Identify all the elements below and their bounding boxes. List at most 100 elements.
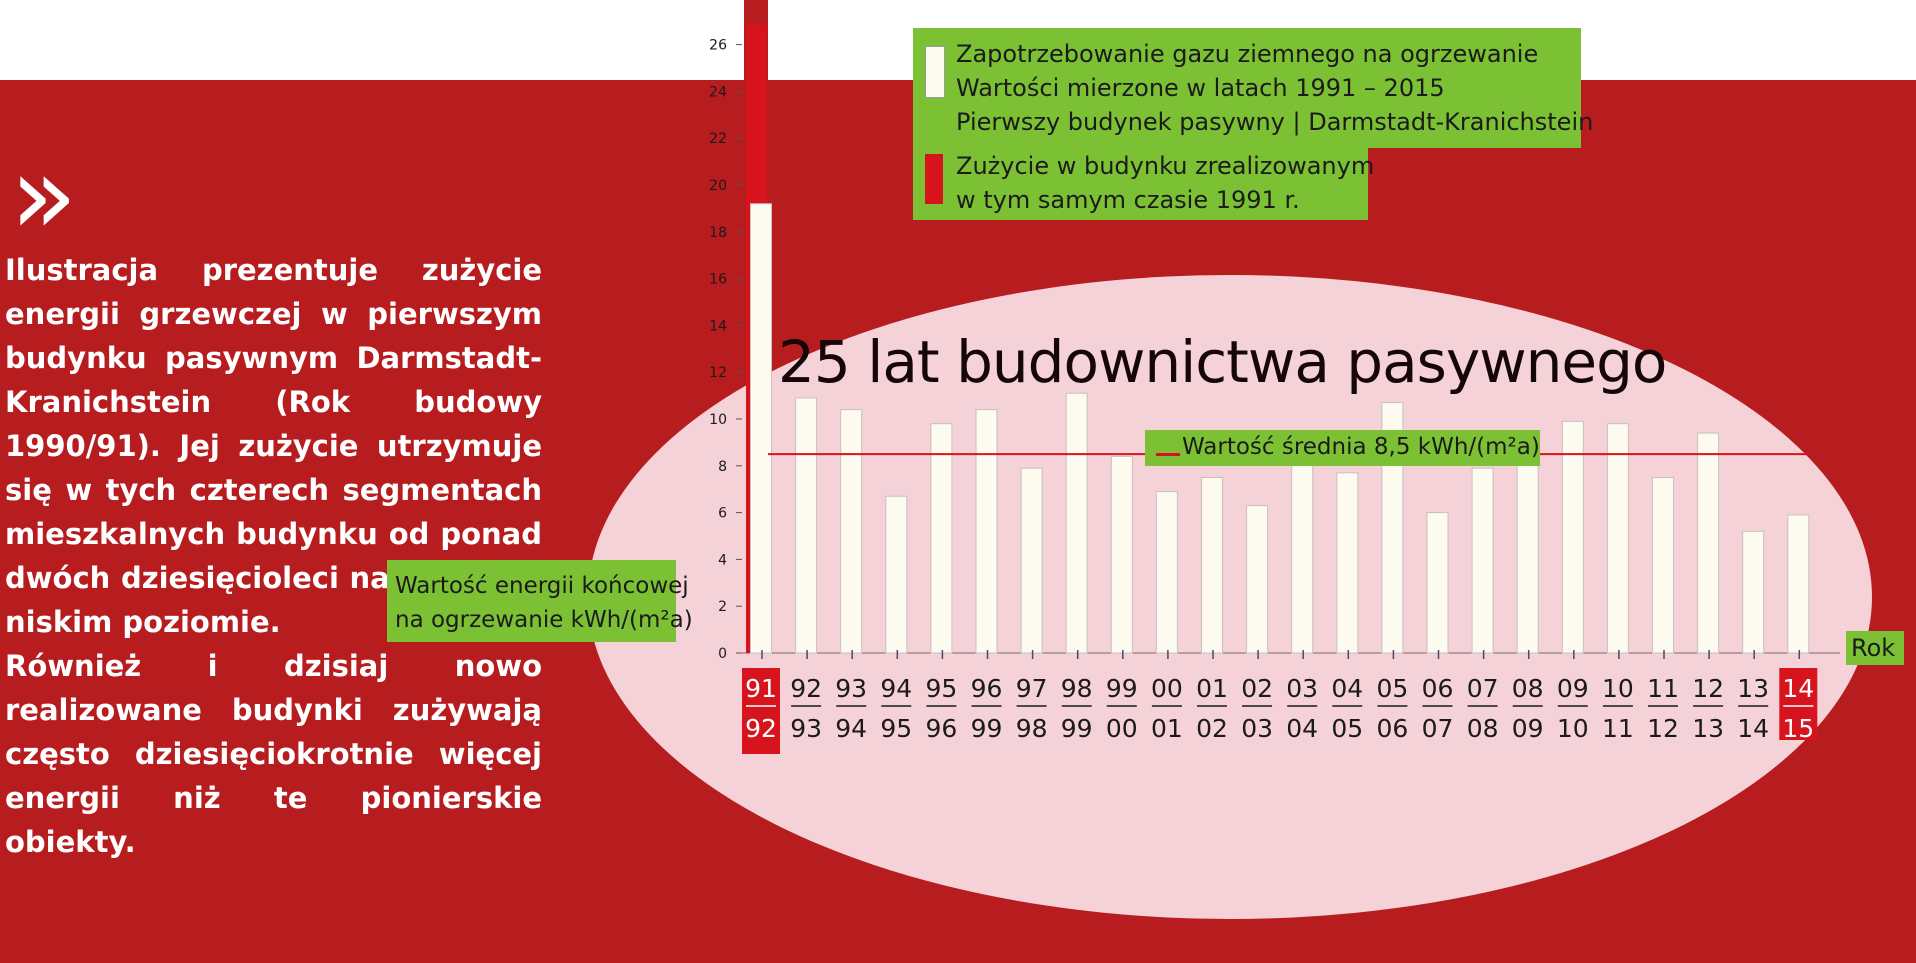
intro-paragraph: Ilustracja prezentuje zużycie energii gr… xyxy=(5,253,542,639)
bar xyxy=(1155,491,1178,654)
legend-red-line-1: Zużycie w budynku zrealizowanym xyxy=(956,152,1375,180)
x-label-top: 03 xyxy=(1286,674,1318,703)
y-axis-title-line-2: na ogrzewanie kWh/(m²a) xyxy=(395,607,693,633)
bar xyxy=(840,409,863,654)
legend-line-1: Zapotrzebowanie gazu ziemnego na ogrzewa… xyxy=(956,40,1539,68)
x-label-top: 07 xyxy=(1467,674,1499,703)
x-label-bottom: 11 xyxy=(1602,714,1634,743)
x-label-top: 11 xyxy=(1647,674,1679,703)
bar xyxy=(1787,514,1810,654)
second-paragraph: Również i dzisiaj nowo realizowane budyn… xyxy=(5,649,542,859)
x-label-top: 14 xyxy=(1782,674,1814,703)
y-tick-label: 24 xyxy=(709,84,727,100)
x-label-bottom: 02 xyxy=(1196,714,1228,743)
x-label-bottom: 98 xyxy=(1016,714,1048,743)
y-tick-label: 10 xyxy=(709,412,727,428)
legend-line-3: Pierwszy budynek pasywny | Darmstadt-Kra… xyxy=(956,108,1594,136)
y-tick-label: 18 xyxy=(709,225,727,241)
bar xyxy=(1426,512,1449,654)
x-label-bottom: 99 xyxy=(971,714,1003,743)
x-label-top: 06 xyxy=(1422,674,1454,703)
average-label-text: Wartość średnia 8,5 kWh/(m²a) xyxy=(1182,434,1540,460)
x-label-top: 99 xyxy=(1106,674,1138,703)
bar xyxy=(750,203,772,654)
bar xyxy=(1020,467,1043,654)
bar xyxy=(1065,392,1088,654)
x-label-bottom: 06 xyxy=(1376,714,1408,743)
x-label-bottom: 01 xyxy=(1151,714,1183,743)
y-tick-label: 22 xyxy=(709,131,727,147)
bar xyxy=(1742,530,1765,654)
x-label-top: 02 xyxy=(1241,674,1273,703)
bar xyxy=(1246,505,1269,654)
bar xyxy=(1471,467,1494,654)
bars-group xyxy=(746,24,1810,654)
legend-conventional: Zużycie w budynku zrealizowanym w tym sa… xyxy=(913,148,1374,220)
x-label-top: 10 xyxy=(1602,674,1634,703)
x-label-bottom: 94 xyxy=(835,714,867,743)
bar xyxy=(795,397,818,654)
x-label-top: 13 xyxy=(1737,674,1769,703)
bar xyxy=(975,409,998,654)
x-label-highlight xyxy=(1779,668,1818,740)
y-tick-label: 4 xyxy=(718,552,727,568)
x-label-top: 08 xyxy=(1512,674,1544,703)
x-label-top: 91 xyxy=(745,674,777,703)
x-axis-title-text: Rok xyxy=(1851,634,1896,662)
bar xyxy=(1110,455,1133,654)
x-label-top: 09 xyxy=(1557,674,1589,703)
bar xyxy=(1652,477,1674,654)
x-labels-group: 91 92 92 93 93 94 94 95 95 96 96 99 97 98 98 99 99 00 00 01… xyxy=(742,650,1818,754)
x-label-bottom: 14 xyxy=(1737,714,1769,743)
y-tick-label: 6 xyxy=(718,506,727,522)
x-label-top: 00 xyxy=(1151,674,1183,703)
x-label-bottom: 00 xyxy=(1106,714,1138,743)
x-label-top: 12 xyxy=(1692,674,1724,703)
y-tick-label: 0 xyxy=(718,646,727,662)
x-label-top: 95 xyxy=(925,674,957,703)
bar xyxy=(1516,432,1539,654)
x-label-top: 93 xyxy=(835,674,867,703)
legend-swatch-red xyxy=(925,154,943,204)
x-label-bottom: 13 xyxy=(1692,714,1724,743)
x-label-bottom: 08 xyxy=(1467,714,1499,743)
y-tick-label: 20 xyxy=(709,178,727,194)
legend-red-line-2: w tym samym czasie 1991 r. xyxy=(956,186,1300,214)
legend-swatch-white xyxy=(925,46,945,98)
bar xyxy=(1291,458,1314,654)
x-label-bottom: 10 xyxy=(1557,714,1589,743)
y-axis-title: Wartość energii końcowej na ogrzewanie k… xyxy=(387,560,693,642)
bar xyxy=(1201,477,1223,654)
x-label-bottom: 05 xyxy=(1331,714,1363,743)
x-label-bottom: 92 xyxy=(745,714,777,743)
x-axis-title: Rok xyxy=(1846,631,1904,665)
x-label-top: 98 xyxy=(1061,674,1093,703)
y-axis-title-line-1: Wartość energii końcowej xyxy=(395,573,689,599)
bar xyxy=(1336,472,1359,654)
x-label-top: 97 xyxy=(1016,674,1048,703)
x-label-bottom: 96 xyxy=(925,714,957,743)
average-label: Wartość średnia 8,5 kWh/(m²a) xyxy=(1145,430,1540,466)
x-label-highlight xyxy=(742,668,780,754)
chart-title: 25 lat budownictwa pasywnego xyxy=(778,328,1667,396)
x-label-bottom: 09 xyxy=(1512,714,1544,743)
bar xyxy=(885,495,908,654)
x-label-bottom: 93 xyxy=(790,714,822,743)
bar xyxy=(1697,432,1720,654)
x-label-top: 01 xyxy=(1196,674,1228,703)
average-mark xyxy=(1156,453,1180,456)
y-tick-label: 16 xyxy=(709,272,727,288)
bar xyxy=(930,423,953,654)
x-label-top: 94 xyxy=(880,674,912,703)
x-label-bottom: 12 xyxy=(1647,714,1679,743)
legend-gas-demand: Zapotrzebowanie gazu ziemnego na ogrzewa… xyxy=(913,28,1593,148)
y-tick-label: 14 xyxy=(709,318,727,334)
x-label-bottom: 99 xyxy=(1061,714,1093,743)
legend-line-2: Wartości mierzone w latach 1991 – 2015 xyxy=(956,74,1445,102)
y-tick-label: 8 xyxy=(718,459,727,475)
background-ellipse xyxy=(588,275,1872,919)
bar xyxy=(1606,423,1629,654)
x-label-bottom: 03 xyxy=(1241,714,1273,743)
y-tick-label: 26 xyxy=(709,38,727,54)
x-label-bottom: 04 xyxy=(1286,714,1318,743)
